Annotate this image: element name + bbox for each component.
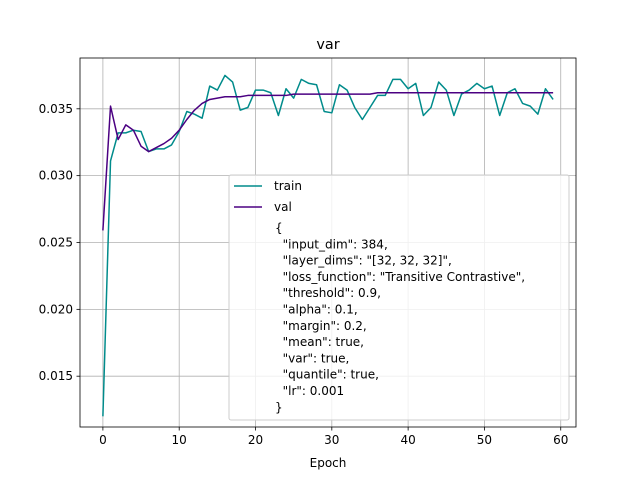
annotation-line: "margin": 0.2, (275, 319, 367, 333)
annotation-line: "threshold": 0.9, (275, 286, 381, 300)
annotation-line: "quantile": true, (275, 368, 379, 382)
series-line-train (102, 74, 554, 417)
y-axis: 0.015 0.020 0.025 0.030 0.035 (39, 102, 80, 383)
y-tick-label: 0.020 (39, 302, 73, 316)
x-tick-label: 20 (248, 433, 263, 447)
legend-box (228, 174, 570, 421)
legend: train val { "input_dim": 384, "layer_dim… (228, 174, 570, 421)
annotation-line: { (275, 221, 283, 235)
annotation-line: "alpha": 0.1, (275, 303, 358, 317)
x-tick-label: 30 (324, 433, 339, 447)
annotation-line: "mean": true, (275, 335, 364, 349)
legend-label-val: val (274, 200, 292, 214)
legend-label-train: train (274, 179, 302, 193)
chart-title: var (316, 37, 339, 53)
config-annotation: { "input_dim": 384, "layer_dims": "[32, … (275, 221, 525, 414)
annotation-line: "lr": 0.001 (275, 384, 344, 398)
x-tick-label: 40 (400, 433, 415, 447)
x-axis: 0 10 20 30 40 50 60 (99, 427, 568, 447)
annotation-line: "input_dim": 384, (275, 237, 388, 251)
annotation-line: "loss_function": "Transitive Contrastive… (275, 270, 525, 284)
annotation-line: } (275, 400, 283, 414)
x-axis-label: Epoch (310, 456, 347, 470)
x-tick-label: 10 (172, 433, 187, 447)
series-line-val (102, 92, 554, 231)
annotation-line: "layer_dims": "[32, 32, 32]", (275, 254, 452, 268)
x-tick-label: 60 (553, 433, 568, 447)
y-tick-label: 0.015 (39, 369, 73, 383)
y-tick-label: 0.025 (39, 236, 73, 250)
series-layer (102, 74, 554, 417)
x-tick-label: 50 (477, 433, 492, 447)
y-tick-label: 0.035 (39, 102, 73, 116)
x-tick-label: 0 (99, 433, 107, 447)
y-tick-label: 0.030 (39, 169, 73, 183)
annotation-line: "var": true, (275, 351, 349, 365)
